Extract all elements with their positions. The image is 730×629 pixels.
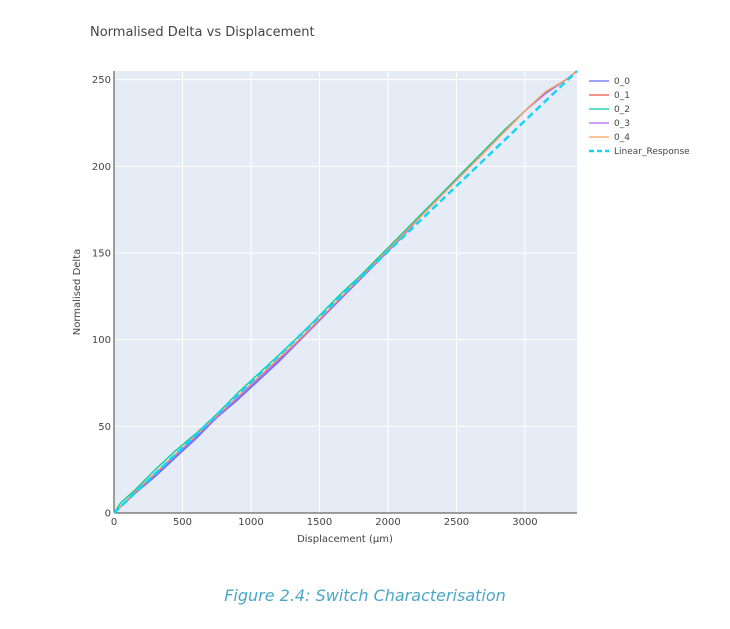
x-axis-label: Displacement (μm) [297,534,393,545]
y-tick-label: 100 [92,335,111,346]
legend[interactable]: 0_0 0_1 0_2 0_3 0_4 Linear_Response [589,77,690,157]
chart: Normalised Delta vs Displacement 0 500 100… [72,25,690,545]
y-tick-label: 150 [92,249,111,260]
legend-label: Linear_Response [614,147,690,157]
legend-label: 0_2 [614,105,630,115]
y-tick-label: 50 [98,422,111,433]
legend-label: 0_3 [614,119,630,129]
y-tick-label: 0 [105,509,111,520]
tick-labels: 0 500 1000 1500 2000 2500 3000 0 50 100 150 200 250 [92,75,538,528]
x-tick-label: 1500 [307,517,332,528]
series-line-linear-response [113,70,578,514]
legend-label: 0_0 [614,77,630,87]
chart-title: Normalised Delta vs Displacement [90,25,315,40]
x-tick-label: 2000 [375,517,400,528]
legend-item[interactable]: 0_1 [589,91,630,101]
x-tick-label: 3000 [512,517,537,528]
y-tick-label: 200 [92,162,111,173]
series-lines [113,70,578,514]
legend-label: 0_1 [614,91,630,101]
x-tick-label: 500 [173,517,192,528]
series-line-0-4 [113,70,578,514]
legend-item[interactable]: 0_0 [589,77,630,87]
figure-caption: Figure 2.4: Switch Characterisation [224,586,506,605]
legend-item[interactable]: 0_4 [589,133,630,143]
legend-label: 0_4 [614,133,630,143]
legend-item[interactable]: 0_2 [589,105,630,115]
legend-item[interactable]: 0_3 [589,119,630,129]
grid [113,71,577,514]
y-tick-label: 250 [92,75,111,86]
series-line-0-2 [113,70,578,514]
legend-item[interactable]: Linear_Response [589,147,690,157]
y-axis-label: Normalised Delta [72,249,83,336]
x-tick-label: 0 [111,517,117,528]
x-tick-label: 1000 [238,517,263,528]
x-tick-label: 2500 [444,517,469,528]
